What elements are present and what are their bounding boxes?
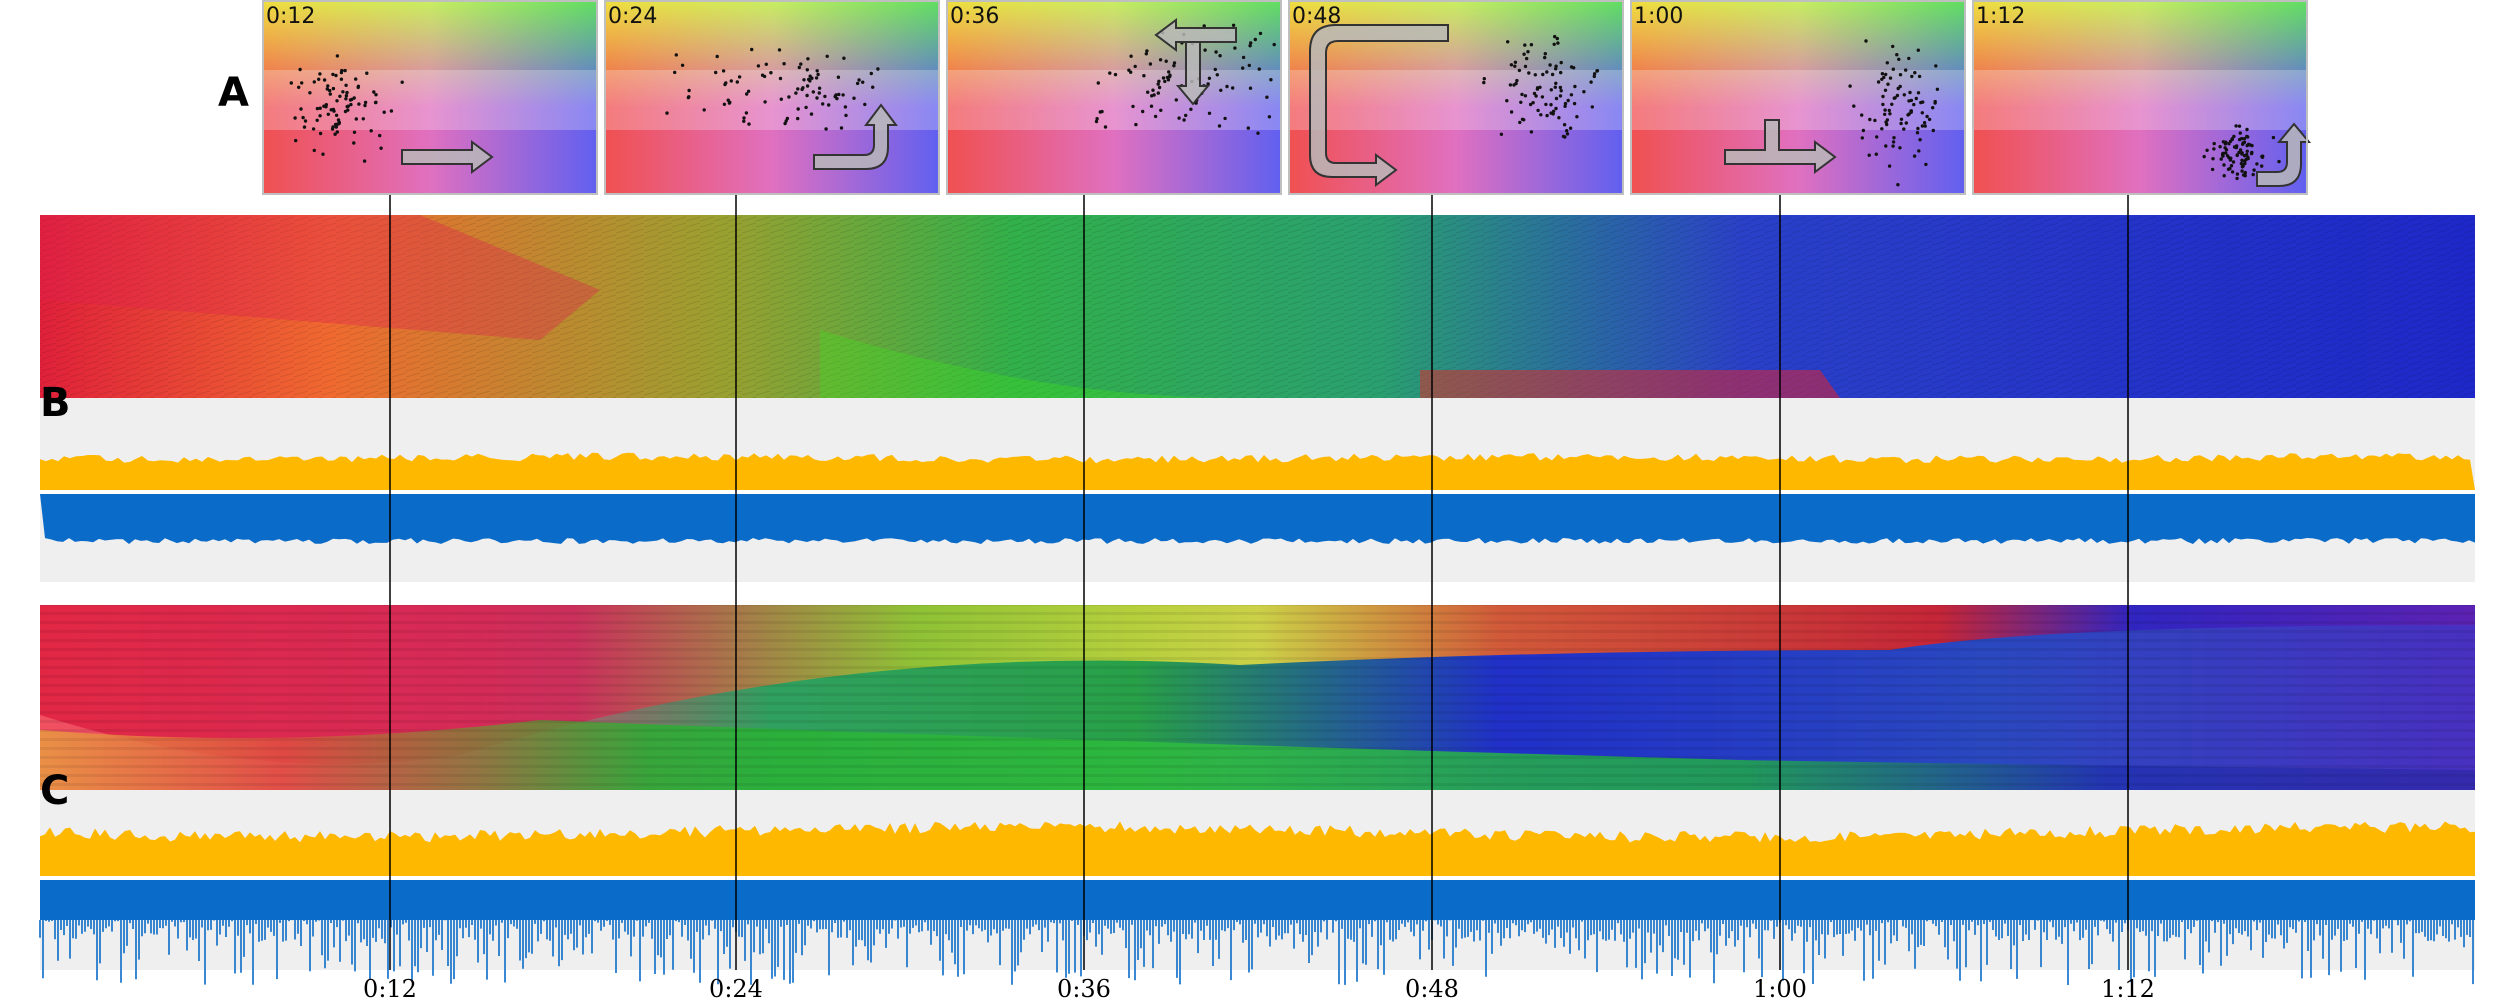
snapshot-time-label: 0:24 <box>608 4 658 29</box>
snapshot-5 <box>1630 0 1966 195</box>
panel-b-flow-strip <box>40 215 2475 398</box>
panel-c-band-strip <box>40 605 2475 790</box>
snapshot-border <box>604 0 940 195</box>
arrow-left-and-down-icon <box>1154 18 1237 106</box>
time-axis-tick-label: 1:12 <box>2101 975 2155 1003</box>
time-axis-tick-label: 0:36 <box>1057 975 1111 1003</box>
panel-letter-b: B <box>40 380 71 426</box>
snapshot-1 <box>262 0 598 195</box>
snapshot-time-label: 1:12 <box>1976 4 2026 29</box>
time-axis-tick-label: 0:12 <box>363 975 417 1003</box>
snapshot-points <box>1848 39 1940 187</box>
arrow-right-then-up-icon <box>2256 122 2312 187</box>
snapshot-time-label: 1:00 <box>1634 4 1684 29</box>
snapshot-border <box>262 0 598 195</box>
snapshot-time-label: 0:36 <box>950 4 1000 29</box>
snapshot-border <box>1972 0 2308 195</box>
time-axis-tick-label: 0:24 <box>709 975 763 1003</box>
snapshot-points <box>289 54 404 163</box>
snapshot-2 <box>604 0 940 195</box>
snapshot-points <box>2202 124 2281 181</box>
snapshot-4 <box>1288 0 1624 195</box>
snapshot-border <box>1630 0 1966 195</box>
snapshot-border <box>1288 0 1624 195</box>
snapshot-time-label: 0:48 <box>1292 4 1342 29</box>
arrow-right-then-up-icon <box>813 103 898 170</box>
panel-letter-a: A <box>218 70 249 116</box>
arrow-right-icon <box>401 140 494 174</box>
snapshot-border <box>946 0 1282 195</box>
time-axis-tick-label: 0:48 <box>1405 975 1459 1003</box>
snapshot-time-label: 0:12 <box>266 4 316 29</box>
time-axis-tick-label: 1:00 <box>1753 975 1807 1003</box>
panel-letter-c: C <box>40 768 70 814</box>
panel-c-orange-signal <box>40 821 2475 880</box>
snapshot-points <box>1482 34 1600 139</box>
arrow-loop-down-right-icon <box>1309 24 1449 187</box>
snapshot-6 <box>1972 0 2312 195</box>
snapshot-3 <box>946 0 1282 195</box>
panel-b-blue-signal <box>40 494 2475 544</box>
panel-c-blue-signal <box>39 880 2475 985</box>
snapshot-points <box>665 47 880 131</box>
arrow-right-icon <box>1724 119 1837 174</box>
